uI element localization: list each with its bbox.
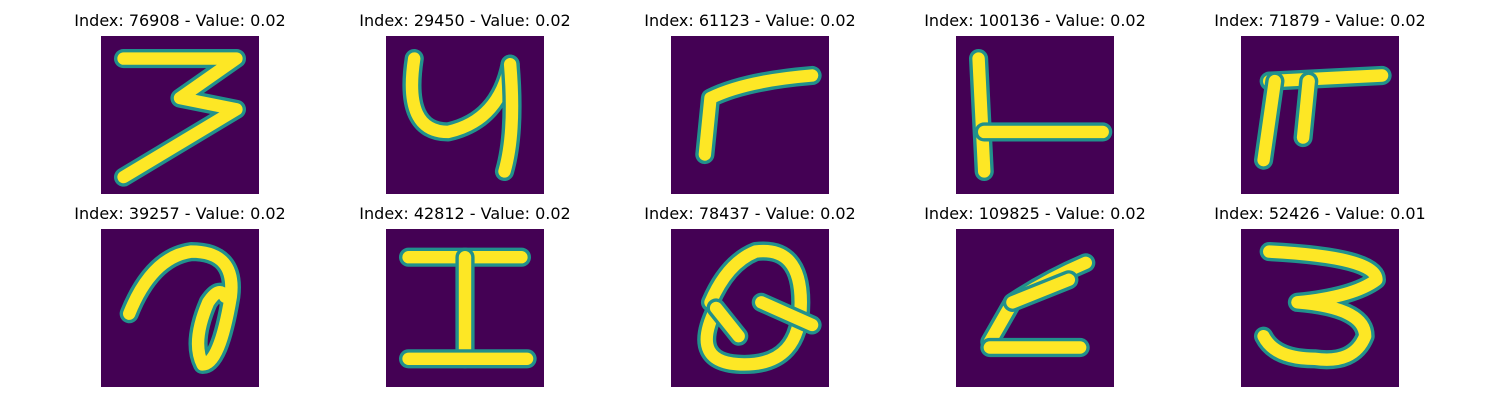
panel-title: Index: 39257 - Value: 0.02: [74, 204, 286, 223]
glyph-strokes: [968, 48, 1113, 182]
panel-6: Index: 39257 - Value: 0.02: [60, 203, 300, 388]
glyph-strokes: [402, 48, 522, 182]
digit-image: [671, 229, 829, 387]
panel-4: Index: 100136 - Value: 0.02: [915, 10, 1155, 195]
digit-image: [386, 36, 544, 194]
glyph-strokes: [980, 253, 1096, 358]
panel-5: Index: 71879 - Value: 0.02: [1200, 10, 1440, 195]
panel-title: Index: 71879 - Value: 0.02: [1214, 11, 1426, 30]
panel-10: Index: 52426 - Value: 0.01: [1200, 203, 1440, 388]
panel-3: Index: 61123 - Value: 0.02: [630, 10, 870, 195]
panel-title: Index: 76908 - Value: 0.02: [74, 11, 286, 30]
glyph-strokes: [1253, 241, 1387, 370]
glyph-strokes: [1253, 65, 1392, 170]
glyph-strokes: [398, 247, 537, 369]
panel-8: Index: 78437 - Value: 0.02: [630, 203, 870, 388]
panel-9: Index: 109825 - Value: 0.02: [915, 203, 1155, 388]
panel-title: Index: 61123 - Value: 0.02: [644, 11, 856, 30]
image-background: [671, 36, 829, 194]
digit-image: [956, 36, 1114, 194]
panel-1: Index: 76908 - Value: 0.02: [60, 10, 300, 195]
digit-image: [956, 229, 1114, 387]
digit-image: [101, 36, 259, 194]
glyph-strokes: [119, 241, 241, 375]
glyph-strokes: [113, 48, 247, 187]
digit-image: [386, 229, 544, 387]
panel-title: Index: 109825 - Value: 0.02: [924, 204, 1146, 223]
glyph-strokes: [697, 241, 822, 375]
panel-title: Index: 29450 - Value: 0.02: [359, 11, 571, 30]
glyph-strokes: [695, 65, 822, 165]
panel-title: Index: 78437 - Value: 0.02: [644, 204, 856, 223]
panel-title: Index: 42812 - Value: 0.02: [359, 204, 571, 223]
panel-title: Index: 52426 - Value: 0.01: [1214, 204, 1426, 223]
digit-image: [1241, 36, 1399, 194]
panel-title: Index: 100136 - Value: 0.02: [924, 11, 1146, 30]
image-background: [956, 229, 1114, 387]
panel-7: Index: 42812 - Value: 0.02: [345, 203, 585, 388]
panel-2: Index: 29450 - Value: 0.02: [345, 10, 585, 195]
digit-image: [1241, 229, 1399, 387]
digit-image: [101, 229, 259, 387]
digit-image: [671, 36, 829, 194]
